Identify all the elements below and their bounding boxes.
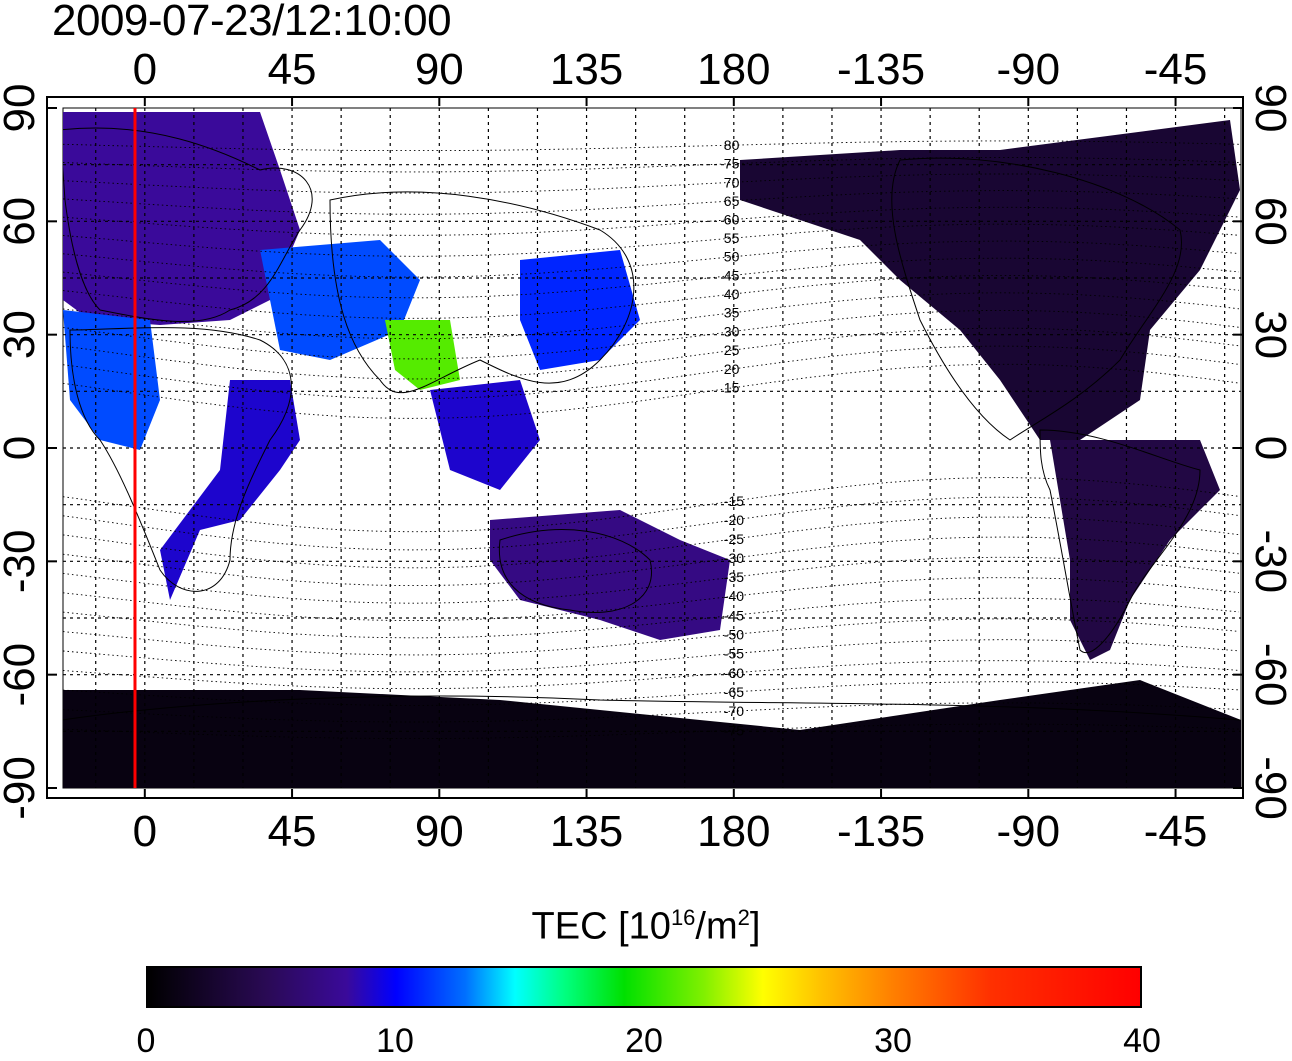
mlat-label: -45 — [724, 607, 744, 623]
y-tick-label-left: 30 — [0, 310, 44, 359]
mlat-label: -70 — [724, 703, 744, 719]
mlat-label: 45 — [724, 267, 740, 283]
x-tick-label-top: -45 — [1144, 45, 1208, 94]
mlat-label: 65 — [724, 193, 740, 209]
mlat-label: 35 — [724, 305, 740, 321]
mlat-contour — [63, 618, 1240, 656]
mlat-label: -65 — [724, 684, 744, 700]
mlat-label: 40 — [724, 286, 740, 302]
tec-region-antarctica — [63, 680, 1241, 788]
mlat-label: -30 — [724, 550, 744, 566]
tec-region-north-america — [740, 120, 1240, 440]
x-tick-label-top: 0 — [133, 45, 157, 94]
x-tick-label-top: 180 — [697, 45, 770, 94]
x-tick-label-top: 45 — [268, 45, 317, 94]
x-tick-label-bottom: 90 — [415, 807, 464, 856]
x-tick-label-bottom: 135 — [550, 807, 623, 856]
tec-map: 0045459090135135180180-135-135-90-90-45-… — [0, 45, 1292, 856]
x-tick-label-bottom: 45 — [268, 807, 317, 856]
colorbar-tick-label: 10 — [376, 1022, 414, 1060]
axis-ticks: 0045459090135135180180-135-135-90-90-45-… — [0, 45, 1292, 856]
mlat-label: -75 — [724, 722, 744, 738]
y-tick-label-left: 0 — [0, 436, 44, 460]
mlat-label: 25 — [724, 342, 740, 358]
mlat-contour — [63, 257, 1240, 299]
x-tick-label-bottom: -90 — [997, 807, 1061, 856]
mlat-contour — [63, 516, 1240, 569]
tec-region-europe — [63, 112, 300, 325]
mlat-contour — [63, 274, 1240, 319]
mlat-contour — [63, 660, 1240, 690]
y-tick-label-right: -30 — [1246, 530, 1292, 594]
mlat-label: -25 — [724, 531, 744, 547]
mlat-contour — [63, 496, 1240, 551]
x-tick-label-bottom: -45 — [1144, 807, 1208, 856]
y-tick-label-left: 60 — [0, 197, 44, 246]
mlat-label: -35 — [724, 569, 744, 585]
mlat-label: 50 — [724, 249, 740, 265]
y-tick-label-right: 30 — [1246, 310, 1292, 359]
tec-region-australia — [490, 510, 730, 640]
colorbar-tick-label: 0 — [136, 1022, 156, 1060]
mlat-label: 75 — [724, 156, 740, 172]
mlat-label: 15 — [724, 380, 740, 396]
y-tick-label-left: -90 — [0, 756, 44, 820]
mlat-contour — [63, 240, 1240, 278]
mlat-label: -55 — [724, 646, 744, 662]
x-tick-label-top: -90 — [997, 45, 1061, 94]
mlat-label: 60 — [724, 211, 740, 227]
mlat-contour — [63, 556, 1240, 604]
mlat-label: 30 — [724, 323, 740, 339]
colorbar-tick-label: 30 — [874, 1022, 912, 1060]
x-tick-label-top: 135 — [550, 45, 623, 94]
mlat-label: -40 — [724, 588, 744, 604]
colorbar-title: TEC [1016/m2] — [531, 905, 761, 948]
y-tick-label-right: 60 — [1246, 197, 1292, 246]
mlat-contour — [63, 309, 1240, 360]
coastlines — [63, 127, 1241, 721]
mlat-labels: 80 75 70 65 60 55 50 45 40 35 30 25 20 15 -15 -20 -25 -30… — [724, 137, 744, 738]
tec-region-south-america — [1050, 440, 1220, 660]
colorbar-tick-label: 20 — [625, 1022, 663, 1060]
tec-region-southeast-asia — [430, 380, 540, 490]
y-tick-label-right: 90 — [1246, 84, 1292, 133]
tec-region-middle-east — [260, 240, 420, 360]
x-tick-label-bottom: -135 — [837, 807, 925, 856]
mlat-contour — [63, 639, 1240, 673]
mlat-contour — [63, 327, 1240, 380]
x-tick-label-top: 90 — [415, 45, 464, 94]
mlat-label: 80 — [724, 137, 740, 153]
mlat-contour — [63, 223, 1240, 257]
mlat-label: -50 — [724, 626, 744, 642]
y-tick-label-right: 0 — [1246, 436, 1292, 460]
mlat-contour — [63, 292, 1240, 340]
y-tick-label-left: -60 — [0, 643, 44, 707]
tec-region-southern-africa — [160, 380, 300, 600]
map-title: 2009-07-23/12:10:00 — [52, 0, 452, 45]
y-tick-label-right: -90 — [1246, 756, 1292, 820]
y-tick-label-left: -30 — [0, 530, 44, 594]
mlat-label: 70 — [724, 174, 740, 190]
colorbar — [146, 966, 1142, 1008]
mlat-contour — [63, 577, 1240, 622]
y-tick-label-right: -60 — [1246, 643, 1292, 707]
x-tick-label-top: -135 — [837, 45, 925, 94]
mlat-contour — [63, 206, 1240, 236]
graticule — [63, 108, 1241, 788]
mlat-label: 20 — [724, 361, 740, 377]
mlat-contour — [63, 597, 1240, 639]
tec-region-india — [385, 320, 460, 390]
mlat-label: -15 — [724, 493, 744, 509]
mlat-label: -60 — [724, 665, 744, 681]
y-tick-label-left: 90 — [0, 84, 44, 133]
mlat-label: -20 — [724, 512, 744, 528]
mlat-label: 55 — [724, 230, 740, 246]
x-tick-label-bottom: 180 — [697, 807, 770, 856]
x-tick-label-bottom: 0 — [133, 807, 157, 856]
mlat-contour — [63, 345, 1240, 400]
colorbar-tick-label: 40 — [1123, 1022, 1161, 1060]
